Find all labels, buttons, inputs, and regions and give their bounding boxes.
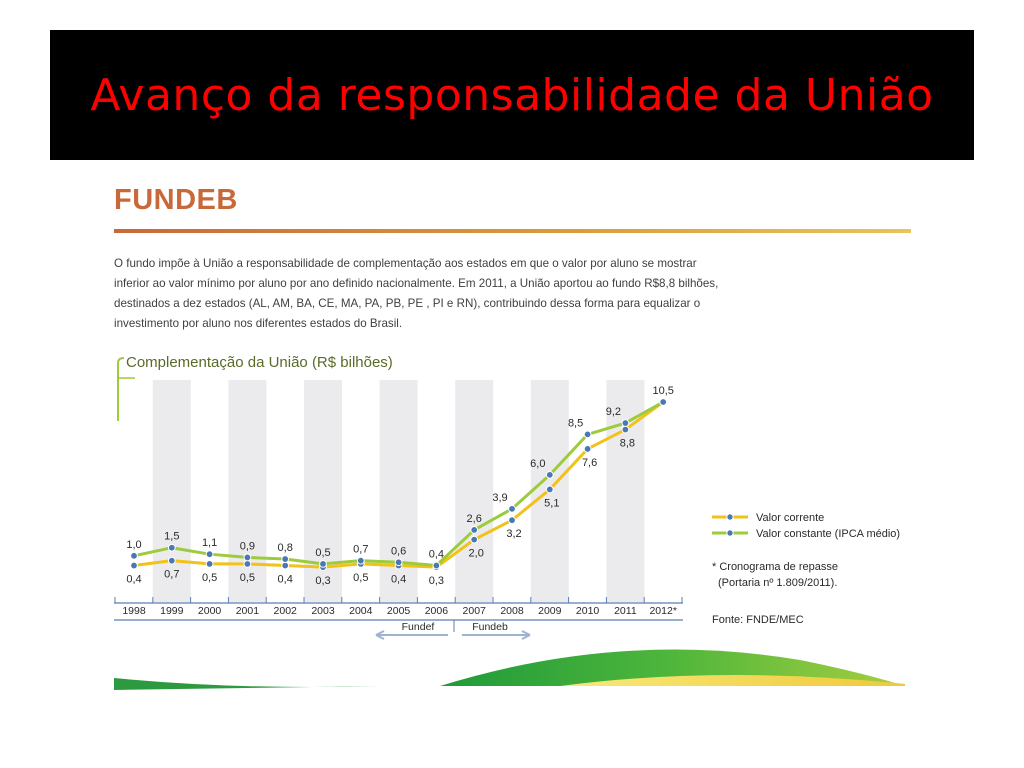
data-point bbox=[205, 550, 214, 559]
data-label: 8,8 bbox=[620, 438, 635, 450]
legend-label: Valor corrente bbox=[756, 512, 824, 524]
data-label: 1,0 bbox=[126, 539, 141, 551]
x-tick-label: 2002 bbox=[274, 605, 298, 617]
data-point bbox=[243, 553, 252, 562]
data-label: 0,7 bbox=[164, 569, 179, 581]
data-point bbox=[356, 556, 365, 565]
data-point bbox=[281, 555, 290, 563]
legend-marker bbox=[726, 513, 734, 521]
footnote-line: (Portaria nº 1.809/2011). bbox=[718, 577, 837, 589]
legend-label: Valor constante (IPCA médio) bbox=[756, 528, 900, 540]
data-point bbox=[621, 419, 630, 427]
decorative-swoosh-left bbox=[114, 678, 380, 690]
x-tick-label: 2007 bbox=[463, 605, 487, 617]
data-point bbox=[583, 430, 592, 439]
x-tick-label: 1999 bbox=[160, 605, 184, 617]
data-point bbox=[130, 561, 138, 570]
data-point bbox=[583, 445, 592, 453]
data-label: 1,5 bbox=[164, 531, 179, 543]
x-tick-label: 2006 bbox=[425, 605, 449, 617]
data-label: 9,2 bbox=[606, 406, 621, 418]
x-tick-label: 2008 bbox=[500, 605, 524, 617]
chart-title-bracket bbox=[117, 357, 125, 421]
x-tick-label: 1998 bbox=[122, 605, 146, 617]
data-point bbox=[130, 551, 138, 560]
column-band bbox=[228, 380, 267, 602]
x-tick-label: 2012* bbox=[649, 605, 676, 617]
x-tick-label: 2004 bbox=[349, 605, 373, 617]
x-tick-label: 2011 bbox=[614, 605, 637, 617]
data-point bbox=[243, 560, 252, 568]
x-tick-label: 2001 bbox=[236, 605, 260, 617]
chart-source: Fonte: FNDE/MEC bbox=[712, 614, 804, 626]
data-label: 7,6 bbox=[582, 457, 597, 469]
data-point bbox=[545, 470, 554, 479]
slide-title: Avanço da responsabilidade da União bbox=[90, 69, 934, 121]
data-point bbox=[319, 560, 327, 568]
data-label: 0,4 bbox=[126, 574, 141, 586]
data-label: 2,0 bbox=[469, 548, 484, 560]
data-label: 0,5 bbox=[315, 547, 330, 559]
data-label: 0,7 bbox=[353, 544, 368, 556]
x-tick-label: 2003 bbox=[311, 605, 335, 617]
data-point bbox=[508, 504, 516, 513]
legend-marker bbox=[726, 529, 734, 537]
section-divider bbox=[114, 229, 911, 233]
data-label: 0,9 bbox=[240, 540, 255, 552]
data-point bbox=[432, 561, 441, 570]
fundeb-arrow bbox=[462, 630, 531, 640]
data-point bbox=[508, 516, 516, 525]
section-title: FUNDEB bbox=[114, 184, 238, 216]
data-label: 3,2 bbox=[506, 528, 521, 540]
chart-title: Complementação da União (R$ bilhões) bbox=[126, 354, 393, 371]
data-point bbox=[281, 561, 290, 570]
fundef-arrow bbox=[375, 630, 448, 640]
data-point bbox=[470, 535, 479, 544]
data-point bbox=[621, 425, 630, 434]
data-label: 0,8 bbox=[278, 542, 293, 554]
data-label: 0,6 bbox=[391, 545, 406, 557]
data-label: 0,5 bbox=[202, 572, 217, 584]
data-label: 6,0 bbox=[530, 458, 545, 470]
slide-title-bar: Avanço da responsabilidade da União bbox=[50, 30, 974, 160]
data-point bbox=[470, 526, 479, 534]
data-point bbox=[545, 485, 554, 494]
data-label: 3,9 bbox=[492, 492, 507, 504]
x-tick-label: 2010 bbox=[576, 605, 600, 617]
data-label: 1,1 bbox=[202, 537, 217, 549]
data-label: 0,5 bbox=[353, 572, 368, 584]
data-point bbox=[167, 543, 176, 552]
period-label-fundef: Fundef bbox=[402, 621, 435, 633]
data-label: 8,5 bbox=[568, 417, 583, 429]
x-tick-label: 2000 bbox=[198, 605, 222, 617]
data-point bbox=[659, 398, 668, 406]
data-point bbox=[394, 558, 403, 567]
data-label: 0,3 bbox=[429, 575, 444, 587]
column-band bbox=[455, 380, 494, 602]
decorative-swoosh-yellow bbox=[560, 674, 905, 686]
data-point bbox=[167, 556, 176, 565]
data-label: 0,4 bbox=[391, 574, 406, 586]
data-label: 0,4 bbox=[429, 549, 444, 561]
column-band bbox=[152, 380, 191, 602]
period-label-fundeb: Fundeb bbox=[472, 621, 508, 633]
data-label: 0,3 bbox=[315, 575, 330, 587]
intro-paragraph: O fundo impõe à União a responsabilidade… bbox=[114, 257, 719, 330]
data-label: 10,5 bbox=[652, 385, 673, 397]
x-tick-label: 2005 bbox=[387, 605, 411, 617]
x-tick-label: 2009 bbox=[538, 605, 562, 617]
data-point bbox=[205, 560, 214, 568]
data-label: 2,6 bbox=[467, 513, 482, 525]
data-label: 0,4 bbox=[278, 574, 293, 586]
data-label: 0,5 bbox=[240, 572, 255, 584]
data-label: 5,1 bbox=[544, 497, 559, 509]
footnote-line: * Cronograma de repasse bbox=[712, 561, 838, 573]
